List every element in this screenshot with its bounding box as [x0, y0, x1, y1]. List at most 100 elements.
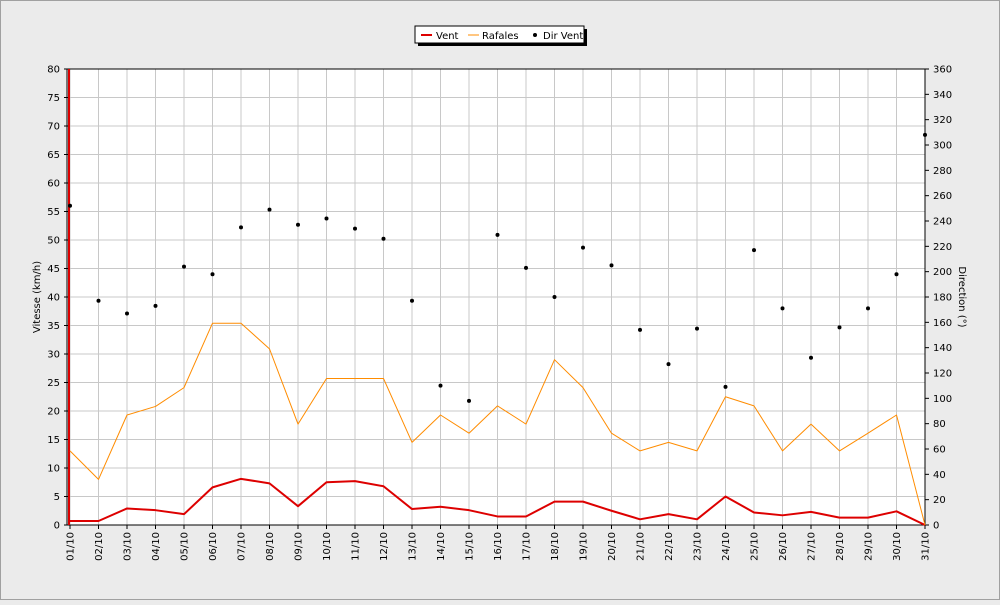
x-tick-label: 30/10 — [892, 532, 903, 561]
y-tick-label-right: 300 — [933, 141, 952, 152]
point-dir-vent — [780, 306, 785, 311]
x-tick-label: 12/10 — [379, 532, 390, 561]
point-dir-vent — [353, 226, 357, 231]
y-tick-label-left: 20 — [47, 407, 60, 418]
point-dir-vent — [210, 272, 215, 277]
legend-box — [414, 25, 585, 44]
y-tick-label-left: 15 — [47, 435, 60, 446]
point-dir-vent — [324, 216, 329, 221]
x-tick-label: 11/10 — [351, 532, 362, 561]
point-dir-vent — [638, 327, 642, 332]
point-dir-vent — [267, 207, 272, 212]
x-tick-label: 25/10 — [750, 532, 761, 561]
point-dir-vent — [723, 384, 728, 389]
legend: Vent Rafales Dir Vent — [414, 25, 587, 46]
x-tick-label: 17/10 — [522, 532, 533, 561]
y-tick-label-right: 40 — [933, 470, 946, 481]
y-tick-label-right: 220 — [933, 242, 952, 253]
y-tick-label-right: 60 — [933, 445, 946, 456]
point-dir-vent — [495, 232, 500, 237]
x-tick-label: 14/10 — [436, 532, 447, 561]
point-dir-vent — [153, 303, 158, 308]
y-tick-label-left: 80 — [47, 65, 60, 76]
x-tick-label: 13/10 — [408, 532, 419, 561]
y-tick-label-right: 100 — [933, 394, 952, 405]
y-tick-label-left: 75 — [47, 93, 60, 104]
x-tick-label: 20/10 — [607, 532, 618, 561]
point-dir-vent — [581, 245, 585, 250]
y-tick-label-left: 40 — [47, 293, 60, 304]
y-tick-label-left: 35 — [47, 321, 60, 332]
y-tick-label-right: 360 — [933, 65, 952, 76]
y-tick-label-right: 340 — [933, 90, 952, 101]
y-tick-label-right: 200 — [933, 267, 952, 278]
y-tick-label-left: 50 — [47, 236, 60, 247]
x-tick-label: 27/10 — [807, 532, 818, 561]
point-dir-vent — [666, 362, 671, 367]
x-tick-label: 23/10 — [693, 532, 704, 561]
point-dir-vent — [524, 265, 528, 270]
x-tick-label: 02/10 — [94, 532, 105, 561]
x-tick-label: 07/10 — [237, 532, 248, 561]
point-dir-vent — [438, 383, 443, 388]
y-tick-label-left: 55 — [47, 207, 60, 218]
x-tick-label: 19/10 — [579, 532, 590, 561]
x-tick-label: 08/10 — [265, 532, 276, 561]
x-tick-label: 26/10 — [778, 532, 789, 561]
y-tick-label-left: 70 — [47, 122, 60, 133]
y-tick-label-right: 120 — [933, 369, 952, 380]
point-dir-vent — [125, 311, 129, 316]
x-tick-label: 04/10 — [151, 532, 162, 561]
legend-label-rafales: Rafales — [482, 31, 519, 42]
y-tick-label-left: 0 — [54, 521, 60, 532]
point-dir-vent — [552, 295, 557, 299]
plot-area: 0 5 10 15 20 25 30 35 40 45 50 55 60 65 70 75 80 0 20 40 60 8… — [47, 65, 952, 561]
y-tick-label-right: 240 — [933, 217, 952, 228]
point-dir-vent — [239, 225, 243, 230]
point-dir-vent — [866, 306, 870, 311]
x-tick-label: 28/10 — [835, 532, 846, 561]
y-tick-label-right: 0 — [933, 521, 939, 532]
point-dir-vent — [809, 355, 813, 360]
left-edge-marker — [68, 69, 70, 525]
y-tick-label-right: 20 — [933, 495, 946, 506]
y-tick-label-right: 80 — [933, 419, 946, 430]
point-dir-vent — [381, 236, 386, 241]
point-dir-vent — [182, 264, 186, 269]
x-tick-label: 24/10 — [721, 532, 732, 561]
y-tick-label-left: 10 — [47, 464, 60, 475]
x-tick-label: 05/10 — [180, 532, 191, 561]
point-dir-vent — [752, 248, 756, 253]
y-tick-label-right: 280 — [933, 166, 952, 177]
point-dir-vent — [695, 326, 699, 331]
point-dir-vent — [894, 272, 899, 277]
legend-swatch-dir-vent — [533, 33, 537, 37]
x-tick-label: 18/10 — [550, 532, 561, 561]
x-tick-label: 01/10 — [66, 532, 77, 561]
y-tick-label-right: 260 — [933, 191, 952, 202]
x-tick-label: 10/10 — [322, 532, 333, 561]
y-tick-label-right: 180 — [933, 293, 952, 304]
point-dir-vent — [467, 398, 471, 403]
point-dir-vent — [837, 325, 842, 330]
y-tick-label-right: 320 — [933, 115, 952, 126]
y-tick-label-left: 65 — [47, 150, 60, 161]
series-line-rafales — [69, 322, 926, 526]
point-dir-vent — [96, 298, 101, 303]
y-tick-label-left: 45 — [47, 264, 60, 275]
y-tick-label-left: 30 — [47, 350, 60, 361]
x-tick-label: 31/10 — [921, 532, 932, 561]
point-dir-vent — [609, 263, 614, 268]
x-tick-label: 22/10 — [664, 532, 675, 561]
x-tick-label: 16/10 — [493, 532, 504, 561]
x-tick-label: 03/10 — [123, 532, 134, 561]
y-tick-label-right: 160 — [933, 318, 952, 329]
x-tick-label: 21/10 — [636, 532, 647, 561]
legend-label-dir-vent: Dir Vent — [543, 31, 583, 42]
y-tick-label-left: 25 — [47, 378, 60, 389]
y-axis-left-label: Vitesse (km/h) — [32, 261, 43, 333]
point-dir-vent — [410, 298, 414, 303]
point-dir-vent — [296, 222, 300, 227]
